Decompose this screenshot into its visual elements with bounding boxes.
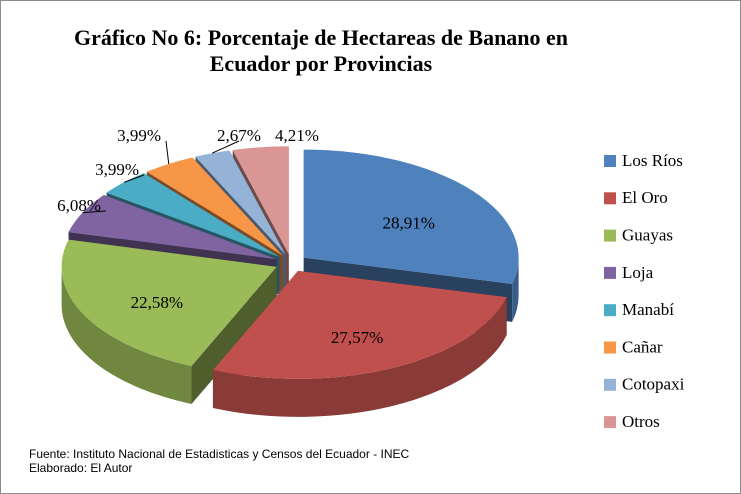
data-label: 2,67% (217, 126, 261, 145)
slice (212, 270, 507, 417)
slice-wall (61, 266, 192, 405)
legend-label: Los Ríos (622, 151, 683, 170)
slice-top (232, 146, 289, 255)
legend-label: Cotopaxi (622, 375, 685, 394)
chart-title: Gráfico No 6: Porcentaje de Hectareas de… (73, 25, 569, 76)
slice-top (303, 149, 519, 284)
slice-top (61, 239, 277, 367)
slice (61, 239, 277, 405)
slice-wall (512, 257, 519, 322)
leader-line (82, 210, 107, 214)
legend-label: Loja (622, 263, 654, 282)
author-note: Elaborado: El Autor (29, 461, 133, 475)
slice-top (212, 270, 507, 379)
legend-swatch (604, 266, 616, 279)
legend-swatch (604, 229, 616, 242)
legend-label: Cañar (622, 337, 663, 356)
data-label: 27,57% (331, 328, 383, 347)
slice-top (68, 194, 277, 260)
data-label: 4,21% (275, 126, 319, 145)
leader-line (211, 140, 240, 154)
legend-swatch (604, 192, 616, 205)
data-label: 3,99% (117, 126, 161, 145)
slice-top (106, 173, 280, 257)
slice-top (195, 150, 286, 255)
legend-swatch (604, 304, 616, 317)
source-note: Fuente: Instituto Nacional de Estadistic… (29, 447, 410, 461)
leader-line (123, 174, 145, 183)
legend-label: Manabí (622, 300, 674, 319)
data-label: 6,08% (57, 196, 101, 215)
data-label: 22,58% (131, 293, 183, 312)
data-label: 3,99% (95, 160, 139, 179)
legend-label: Otros (622, 412, 660, 431)
leader-line (165, 140, 170, 164)
legend-swatch (604, 155, 616, 167)
legend-label: Guayas (622, 226, 673, 245)
data-label: 28,91% (383, 213, 435, 232)
legend-label: El Oro (622, 188, 668, 207)
slice-wall (212, 297, 507, 417)
legend-swatch (604, 341, 616, 354)
slice-top (146, 157, 283, 256)
legend-swatch (604, 378, 616, 391)
legend-swatch (604, 416, 616, 429)
